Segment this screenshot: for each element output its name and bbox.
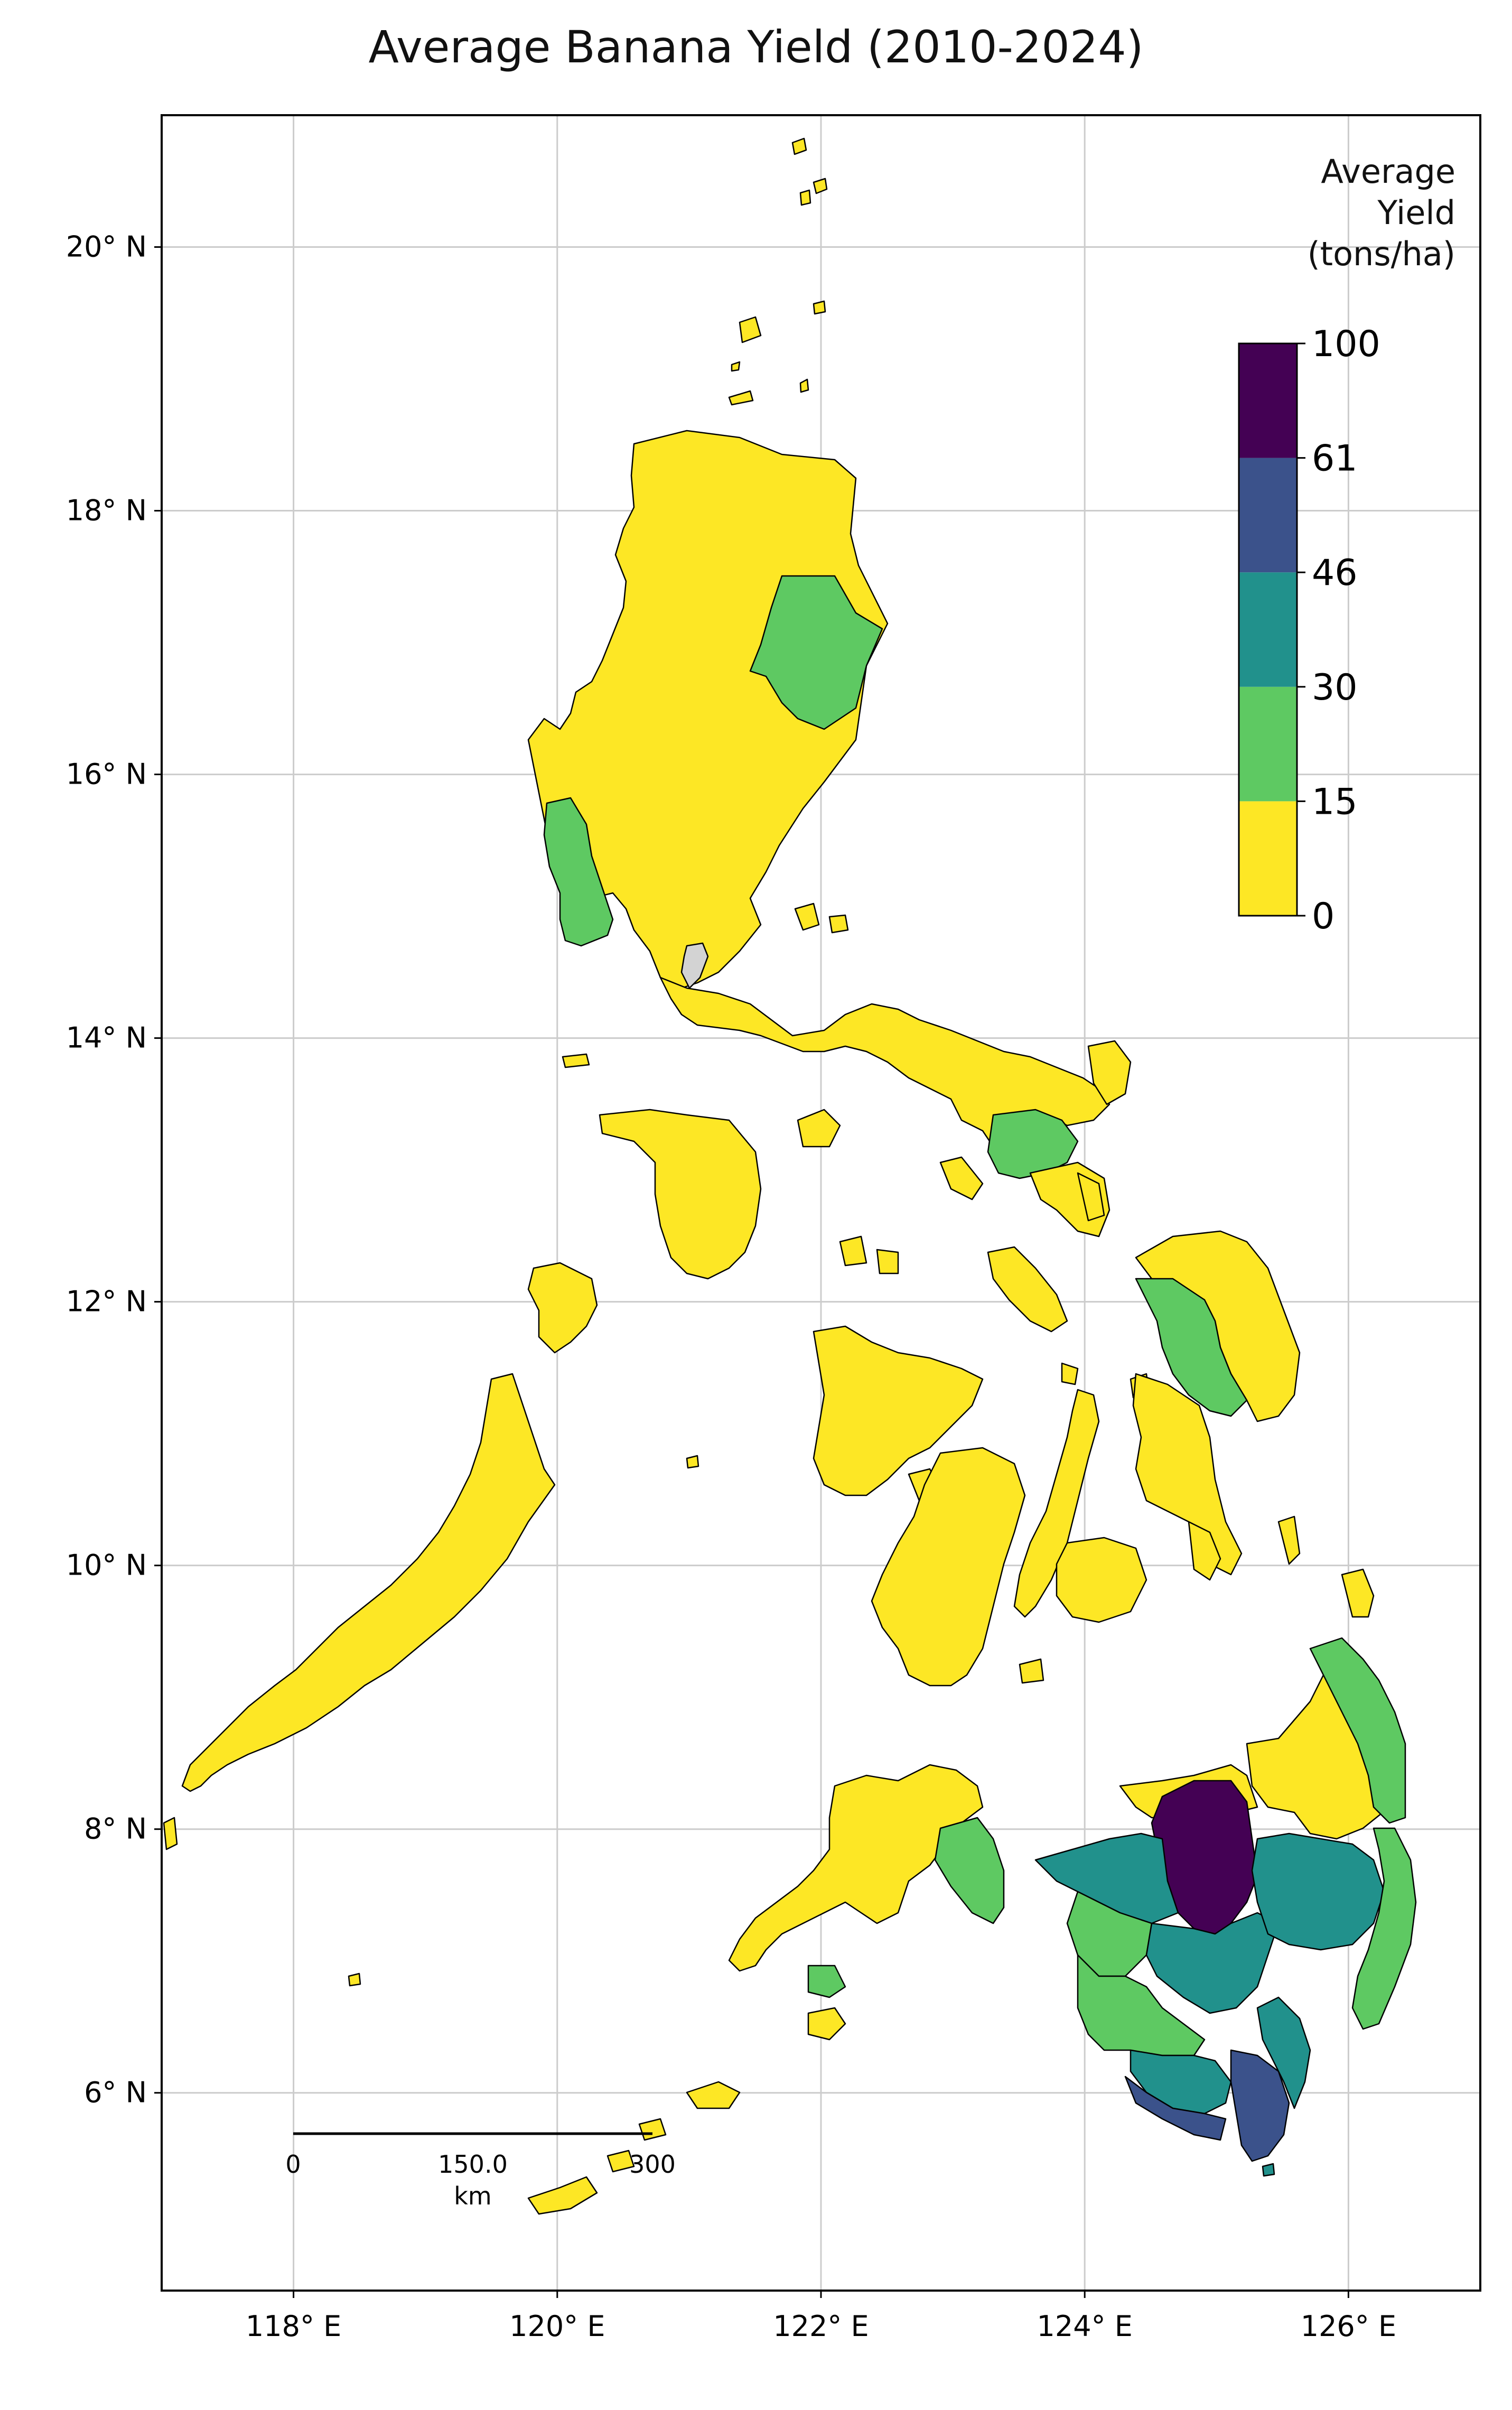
province-zamboanga xyxy=(728,1764,984,1972)
province-panay xyxy=(813,1325,984,1496)
province-babuyan-islet-2 xyxy=(739,316,762,343)
province-polillo-2 xyxy=(828,914,849,934)
province-sulu-3 xyxy=(606,2150,635,2173)
scale-bar: 0 150.0 300 km xyxy=(285,2132,676,2210)
province-surigao xyxy=(1309,1637,1406,1824)
scale-label-0: 0 xyxy=(285,2150,301,2179)
province-metro-manila xyxy=(680,942,709,989)
colorbar-bin xyxy=(1239,572,1297,687)
y-tick-label: 14° N xyxy=(66,1021,147,1055)
province-siargao xyxy=(1341,1568,1375,1618)
province-palawan xyxy=(181,1373,556,1792)
province-davao xyxy=(1251,1832,1385,1951)
province-northern-luzon xyxy=(527,430,889,989)
province-isabela xyxy=(749,575,883,730)
colorbar-tick-label: 30 xyxy=(1312,667,1358,709)
province-cotabato xyxy=(1145,1912,1280,2014)
province-maguindanao xyxy=(1077,1954,1206,2057)
colorbar-bin xyxy=(1239,343,1297,458)
y-tick-label: 20° N xyxy=(66,230,147,264)
colorbar-tick-label: 100 xyxy=(1312,323,1380,365)
y-tick-label: 6° N xyxy=(84,2076,147,2109)
x-tick-label: 120° E xyxy=(509,2310,605,2343)
province-layer xyxy=(163,137,1417,2341)
province-romblon-2 xyxy=(876,1249,899,1274)
legend-title: Average Yield (tons/ha) xyxy=(1307,152,1455,273)
colorbar: 0 15 30 46 61 100 xyxy=(1238,323,1380,937)
province-balabac xyxy=(163,1817,178,1850)
x-tick-label: 124° E xyxy=(1037,2310,1133,2343)
province-sulu-4 xyxy=(638,2118,667,2141)
province-davao-del-sur xyxy=(1230,2049,1290,2162)
y-tick-label: 8° N xyxy=(84,1812,147,1846)
province-sarangani-islet xyxy=(1262,2163,1275,2177)
province-bohol xyxy=(1056,1537,1147,1623)
province-basilan xyxy=(807,2007,846,2041)
y-tick-label: 10° N xyxy=(66,1549,147,1582)
province-marinduque xyxy=(797,1109,841,1148)
province-ticao xyxy=(1077,1172,1105,1222)
province-babuyan-islet-5 xyxy=(728,390,754,406)
province-burias xyxy=(939,1156,984,1201)
y-tick-label: 12° N xyxy=(66,1285,147,1318)
province-tawitawi xyxy=(475,2309,489,2341)
province-sulu-2 xyxy=(527,2176,598,2215)
province-romblon-1 xyxy=(839,1235,867,1267)
colorbar-tick-label: 46 xyxy=(1312,552,1358,594)
province-masbate xyxy=(987,1246,1068,1333)
x-tick-label: 122° E xyxy=(773,2310,869,2343)
colorbar-tick-label: 61 xyxy=(1312,438,1358,480)
x-tick-label: 126° E xyxy=(1301,2310,1396,2343)
province-zambales xyxy=(543,797,614,947)
province-batanes-islet xyxy=(799,189,811,206)
scale-unit: km xyxy=(454,2182,491,2210)
colorbar-frame xyxy=(1238,342,1298,917)
province-negros xyxy=(871,1447,1026,1687)
province-zamboanga-city xyxy=(807,1965,846,1998)
y-tick-label: 18° N xyxy=(66,494,147,527)
province-cagayan-sulu xyxy=(348,1972,361,1987)
scale-label-max: 300 xyxy=(629,2150,676,2179)
province-calamian xyxy=(527,1262,598,1354)
y-tick-label: 16° N xyxy=(66,758,147,791)
map-title: Average Banana Yield (2010-2024) xyxy=(368,21,1144,73)
province-batanes xyxy=(791,137,807,155)
colorbar-tick-label: 0 xyxy=(1312,896,1334,937)
province-lubang xyxy=(562,1053,590,1068)
province-babuyan-islet-3 xyxy=(731,361,741,372)
province-davao-occidental xyxy=(1256,1996,1311,2109)
province-cuyo xyxy=(686,1455,699,1469)
x-tick-label: 118° E xyxy=(246,2310,341,2343)
province-polillo xyxy=(794,902,820,931)
province-babuyan-islet-4 xyxy=(813,300,826,315)
province-catanduanes xyxy=(1087,1040,1132,1105)
province-babuyan-islet-6 xyxy=(799,378,809,393)
province-dinagat xyxy=(1277,1515,1301,1565)
colorbar-bin xyxy=(1239,801,1297,916)
axis-ticks: 118° E 120° E 122° E 124° E 126° E 20° N 18° N… xyxy=(66,230,1396,2343)
province-mindoro xyxy=(599,1109,762,1280)
colorbar-bin xyxy=(1239,686,1297,802)
province-samar-west xyxy=(1135,1278,1248,1417)
province-misamis-occidental xyxy=(934,1817,1005,1924)
province-southern-leyte xyxy=(1188,1521,1221,1581)
province-sarangani xyxy=(1124,2076,1227,2141)
province-babuyan-islet-1 xyxy=(813,178,828,194)
scale-label-mid: 150.0 xyxy=(438,2150,508,2179)
colorbar-tick-label: 15 xyxy=(1312,781,1358,823)
province-sulu-1 xyxy=(686,2081,741,2109)
province-cebu xyxy=(1013,1389,1100,1618)
colorbar-bin xyxy=(1239,458,1297,573)
province-siquijor xyxy=(1019,1658,1044,1684)
province-bantayan xyxy=(1061,1362,1079,1385)
province-davao-oriental xyxy=(1351,1827,1417,2030)
